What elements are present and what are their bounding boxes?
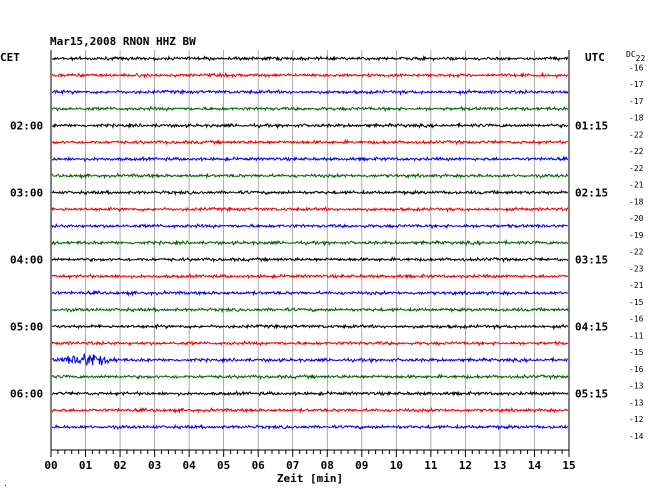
cet-hour-label: 06:00: [10, 388, 43, 401]
dc-offset-label: -16: [629, 63, 644, 72]
trace-row-13: [51, 256, 569, 263]
dc-offset-label: -23: [629, 264, 644, 273]
right-axis-label: UTC: [585, 51, 605, 64]
dc-offset-label: -18: [629, 114, 644, 123]
trace-row-10: [51, 205, 569, 214]
trace-row-1: [51, 54, 569, 62]
x-tick-label: 07: [286, 459, 299, 472]
seismic-traces: [51, 54, 569, 431]
trace-row-16: [51, 306, 569, 314]
cet-hour-label: 04:00: [10, 254, 43, 267]
trace-row-9: [51, 188, 568, 197]
dc-offset-label: -20: [629, 214, 644, 223]
minute-grid: [50, 50, 570, 450]
dc-offset-label: -13: [629, 382, 644, 391]
dc-offset-labels: -16 -17 -17 -18 -22 -22 -22 -21 -18 -20 -19 -22 -23 -…: [629, 63, 644, 441]
dc-offset-label: -16: [629, 315, 644, 324]
utc-hour-labels: 01:15 02:15 03:15 04:15 05:15: [575, 120, 608, 401]
x-tick-label: 06: [252, 459, 266, 472]
x-tick-label: 05: [217, 459, 230, 472]
dc-offset-label: -15: [629, 348, 644, 357]
trace-row-18: [51, 340, 569, 347]
trace-row-17: [51, 323, 569, 331]
dc-offset-label: -14: [629, 432, 644, 441]
dc-offset-label: -21: [629, 281, 644, 290]
chart-title: Mar15,2008 RNON HHZ BW: [50, 35, 196, 48]
trace-row-12: [51, 238, 569, 247]
trace-row-14: [51, 272, 569, 280]
left-axis-label: CET: [0, 51, 20, 64]
x-tick-label: 15: [562, 459, 575, 472]
trace-row-4: [51, 105, 569, 113]
dc-offset-label: -22: [629, 147, 644, 156]
x-tick-label: 04: [183, 459, 197, 472]
trace-row-2: [51, 71, 569, 79]
cet-hour-labels: 02:00 03:00 04:00 05:00 06:00: [10, 120, 43, 401]
x-axis: 00 01 02 03 04 05 06 07 08 09 10 11 12 13 14 15: [44, 449, 576, 472]
x-tick-label: 01: [79, 459, 93, 472]
utc-hour-label: 01:15: [575, 120, 608, 133]
utc-hour-label: 03:15: [575, 254, 608, 267]
x-tick-label: 10: [390, 459, 403, 472]
dc-offset-label: -19: [629, 231, 644, 240]
x-axis-label: Zeit [min]: [277, 472, 343, 485]
dc-offset-label: -11: [629, 331, 644, 340]
trace-row-22: [51, 406, 569, 415]
trace-row-7: [51, 155, 569, 163]
trace-row-19: [51, 353, 569, 366]
x-tick-label: 09: [355, 459, 368, 472]
x-tick-label: 02: [113, 459, 126, 472]
x-tick-label: 11: [424, 459, 438, 472]
trace-row-11: [51, 222, 568, 230]
dc-label: DC22: [626, 50, 645, 63]
dc-offset-label: -22: [629, 248, 644, 257]
x-tick-label: 12: [459, 459, 472, 472]
cet-hour-label: 03:00: [10, 187, 43, 200]
x-tick-label: 03: [148, 459, 161, 472]
trace-row-3: [51, 88, 569, 96]
corner-mark: .: [3, 479, 8, 488]
dc-offset-label: -21: [629, 181, 644, 190]
trace-row-20: [51, 373, 569, 381]
trace-row-23: [51, 423, 569, 431]
dc-offset-label: -17: [629, 97, 644, 106]
dc-offset-label: -16: [629, 365, 644, 374]
x-tick-label: 00: [44, 459, 57, 472]
dc-offset-label: -15: [629, 298, 644, 307]
dc-offset-label: -22: [629, 164, 644, 173]
dc-offset-label: -22: [629, 130, 644, 139]
cet-hour-label: 05:00: [10, 321, 43, 334]
dc-offset-label: -17: [629, 80, 644, 89]
trace-row-8: [51, 172, 569, 180]
utc-hour-label: 02:15: [575, 187, 608, 200]
x-tick-label: 08: [321, 459, 334, 472]
cet-hour-label: 02:00: [10, 120, 43, 133]
trace-row-5: [52, 121, 569, 130]
dc-offset-label: -13: [629, 398, 644, 407]
x-tick-label: 14: [528, 459, 542, 472]
utc-hour-label: 04:15: [575, 321, 608, 334]
trace-row-6: [51, 138, 568, 146]
x-tick-label: 13: [493, 459, 506, 472]
dc-offset-label: -12: [629, 415, 644, 424]
utc-hour-label: 05:15: [575, 388, 608, 401]
trace-row-21: [51, 390, 569, 397]
trace-row-15: [51, 289, 569, 297]
dc-offset-label: -18: [629, 197, 644, 206]
